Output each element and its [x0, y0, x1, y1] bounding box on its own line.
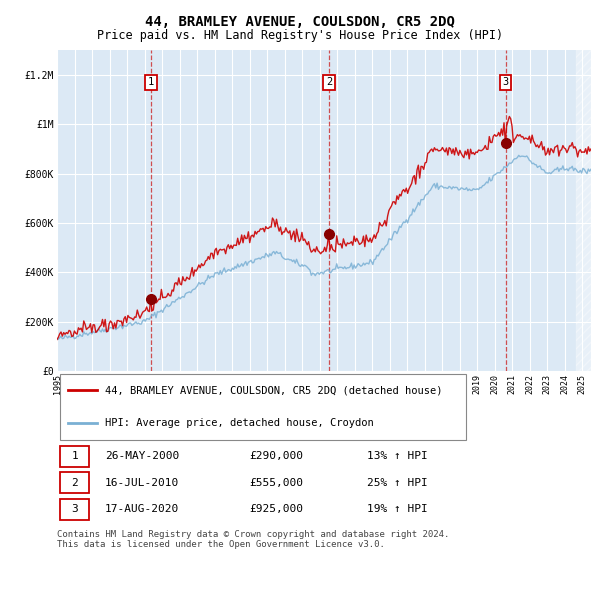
Text: HPI: Average price, detached house, Croydon: HPI: Average price, detached house, Croy… [105, 418, 374, 428]
Text: £290,000: £290,000 [249, 451, 303, 461]
Text: 16-JUL-2010: 16-JUL-2010 [105, 478, 179, 488]
Text: 2: 2 [71, 478, 78, 488]
Text: 44, BRAMLEY AVENUE, COULSDON, CR5 2DQ: 44, BRAMLEY AVENUE, COULSDON, CR5 2DQ [145, 15, 455, 29]
Text: 1: 1 [71, 451, 78, 461]
Text: 19% ↑ HPI: 19% ↑ HPI [367, 504, 427, 514]
Text: 2: 2 [326, 77, 332, 87]
Text: 1: 1 [148, 77, 154, 87]
Text: 44, BRAMLEY AVENUE, COULSDON, CR5 2DQ (detached house): 44, BRAMLEY AVENUE, COULSDON, CR5 2DQ (d… [105, 385, 443, 395]
Text: Contains HM Land Registry data © Crown copyright and database right 2024.
This d: Contains HM Land Registry data © Crown c… [57, 530, 449, 549]
FancyBboxPatch shape [59, 499, 89, 520]
Text: Price paid vs. HM Land Registry's House Price Index (HPI): Price paid vs. HM Land Registry's House … [97, 30, 503, 42]
FancyBboxPatch shape [59, 473, 89, 493]
Text: £555,000: £555,000 [249, 478, 303, 488]
Text: 13% ↑ HPI: 13% ↑ HPI [367, 451, 427, 461]
Text: 3: 3 [71, 504, 78, 514]
Text: 26-MAY-2000: 26-MAY-2000 [105, 451, 179, 461]
Bar [577, 50, 591, 371]
Text: £925,000: £925,000 [249, 504, 303, 514]
FancyBboxPatch shape [59, 446, 89, 467]
Text: 3: 3 [503, 77, 509, 87]
Text: 17-AUG-2020: 17-AUG-2020 [105, 504, 179, 514]
FancyBboxPatch shape [59, 374, 466, 440]
Text: 25% ↑ HPI: 25% ↑ HPI [367, 478, 427, 488]
